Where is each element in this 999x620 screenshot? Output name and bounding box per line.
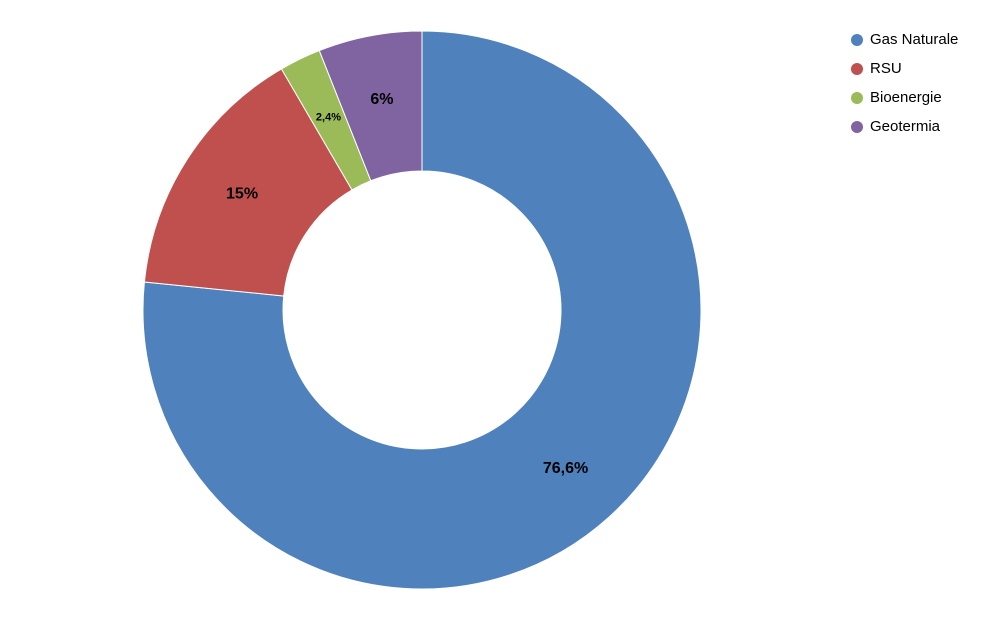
legend-marker: [851, 34, 863, 46]
data-label: 76,6%: [543, 460, 588, 477]
data-label: 6%: [370, 91, 393, 108]
legend-marker: [851, 92, 863, 104]
donut-segment: [142, 30, 702, 590]
data-label: 2,4%: [316, 111, 341, 123]
donut-segment: [318, 30, 423, 182]
legend-label: RSU: [870, 60, 902, 77]
legend-label: Geotermia: [870, 118, 941, 135]
legend-marker: [851, 121, 863, 133]
legend-label: Gas Naturale: [870, 31, 958, 48]
legend-label: Bioenergie: [870, 89, 942, 106]
donut-segment: [143, 68, 353, 297]
legend-marker: [851, 63, 863, 75]
data-label: 15%: [226, 185, 258, 202]
